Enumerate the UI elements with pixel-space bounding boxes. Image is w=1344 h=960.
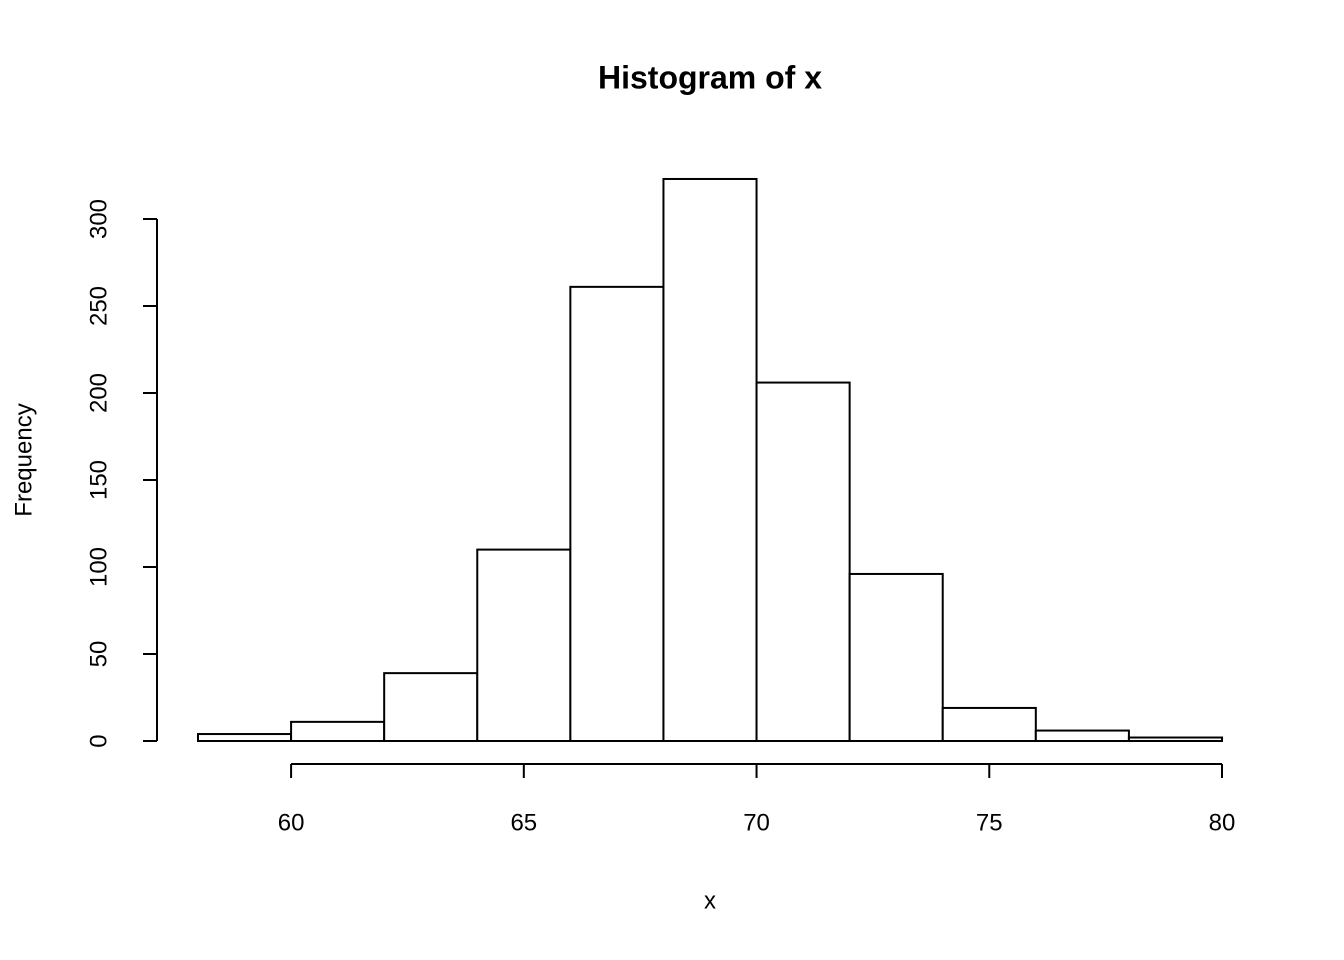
x-tick-label: 75 (976, 809, 1003, 836)
y-tick-label: 50 (85, 641, 112, 668)
bar (755, 381, 851, 742)
y-tick-label: 250 (85, 286, 112, 326)
y-tick-label: 150 (85, 460, 112, 500)
bar (383, 672, 479, 743)
bar (569, 285, 665, 742)
x-tick-label: 60 (278, 809, 305, 836)
x-tick-label: 65 (510, 809, 537, 836)
chart-title: Histogram of x (598, 59, 822, 95)
bar (662, 177, 758, 743)
bar (476, 548, 572, 742)
y-tick-label: 200 (85, 373, 112, 413)
bar (290, 720, 386, 742)
x-tick-label: 80 (1209, 809, 1236, 836)
bar (848, 572, 944, 743)
y-tick-label: 100 (85, 547, 112, 587)
bar (1034, 729, 1130, 742)
y-tick-label: 300 (85, 199, 112, 239)
y-tick-label: 0 (85, 734, 112, 747)
bar (941, 706, 1037, 743)
bar (197, 733, 293, 742)
y-axis-label: Frequency (10, 403, 37, 516)
x-axis-label: x (704, 887, 716, 914)
x-tick-label: 70 (743, 809, 770, 836)
bar (1127, 736, 1223, 743)
